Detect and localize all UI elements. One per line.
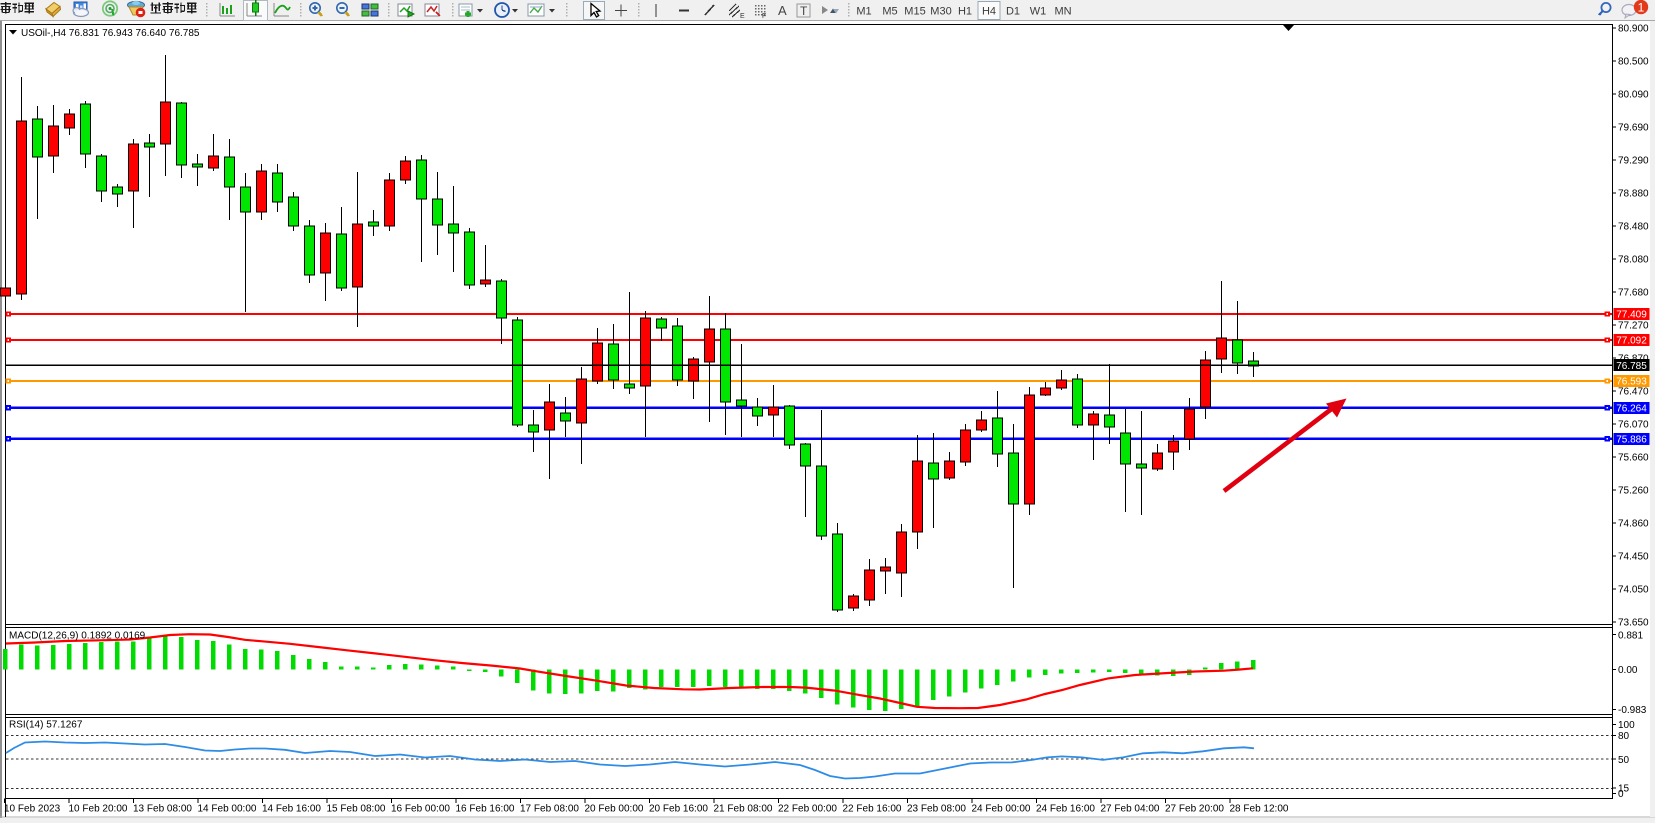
- svg-text:76.870: 76.870: [1618, 354, 1649, 365]
- svg-text:77.409: 77.409: [1616, 310, 1647, 321]
- svg-text:MACD(12,26,9) 0.1892 0.0169: MACD(12,26,9) 0.1892 0.0169: [9, 631, 146, 642]
- svg-text:16 Feb 16:00: 16 Feb 16:00: [456, 804, 515, 815]
- svg-text:80.090: 80.090: [1618, 90, 1649, 101]
- svg-text:A: A: [778, 3, 787, 18]
- svg-text:74.450: 74.450: [1618, 552, 1649, 563]
- svg-text:M30: M30: [930, 6, 951, 18]
- svg-text:10 Feb 20:00: 10 Feb 20:00: [69, 804, 128, 815]
- svg-text:76.264: 76.264: [1616, 403, 1647, 414]
- svg-text:80.500: 80.500: [1618, 57, 1649, 68]
- svg-text:79.690: 79.690: [1618, 123, 1649, 134]
- svg-text:28 Feb 12:00: 28 Feb 12:00: [1230, 804, 1289, 815]
- svg-text:0: 0: [1618, 789, 1624, 800]
- svg-text:15 Feb 08:00: 15 Feb 08:00: [327, 804, 386, 815]
- svg-text:RSI(14) 57.1267: RSI(14) 57.1267: [9, 720, 83, 731]
- svg-text:23 Feb 08:00: 23 Feb 08:00: [907, 804, 966, 815]
- svg-text:76.593: 76.593: [1616, 377, 1647, 388]
- svg-text:H4: H4: [982, 6, 996, 18]
- svg-text:24 Feb 16:00: 24 Feb 16:00: [1036, 804, 1095, 815]
- svg-text:74.050: 74.050: [1618, 585, 1649, 596]
- svg-text:D1: D1: [1006, 6, 1020, 18]
- svg-text:50: 50: [1618, 755, 1630, 766]
- svg-text:T: T: [800, 4, 808, 18]
- svg-text:0.00: 0.00: [1618, 665, 1638, 676]
- svg-text:14 Feb 16:00: 14 Feb 16:00: [262, 804, 321, 815]
- svg-text:80.900: 80.900: [1618, 24, 1649, 35]
- svg-text:78.880: 78.880: [1618, 189, 1649, 200]
- svg-text:10 Feb 2023: 10 Feb 2023: [4, 804, 61, 815]
- svg-text:MN: MN: [1054, 6, 1071, 18]
- svg-text:74.860: 74.860: [1618, 519, 1649, 530]
- svg-text:22 Feb 16:00: 22 Feb 16:00: [843, 804, 902, 815]
- svg-text:15: 15: [1618, 784, 1630, 795]
- svg-text:16 Feb 00:00: 16 Feb 00:00: [391, 804, 450, 815]
- svg-text:27 Feb 20:00: 27 Feb 20:00: [1165, 804, 1224, 815]
- svg-text:W1: W1: [1030, 6, 1047, 18]
- svg-text:76.470: 76.470: [1618, 387, 1649, 398]
- svg-text:0.881: 0.881: [1618, 630, 1643, 641]
- svg-text:77.680: 77.680: [1618, 288, 1649, 299]
- svg-text:22 Feb 00:00: 22 Feb 00:00: [778, 804, 837, 815]
- svg-text:-0.983: -0.983: [1618, 705, 1647, 716]
- svg-text:20 Feb 00:00: 20 Feb 00:00: [585, 804, 644, 815]
- svg-text:H1: H1: [958, 6, 972, 18]
- svg-text:13 Feb 08:00: 13 Feb 08:00: [133, 804, 192, 815]
- svg-text:76.070: 76.070: [1618, 420, 1649, 431]
- svg-text:27 Feb 04:00: 27 Feb 04:00: [1101, 804, 1160, 815]
- svg-text:M5: M5: [882, 6, 897, 18]
- svg-text:F: F: [762, 13, 766, 20]
- svg-text:21 Feb 08:00: 21 Feb 08:00: [714, 804, 773, 815]
- svg-text:20 Feb 16:00: 20 Feb 16:00: [649, 804, 708, 815]
- svg-text:1: 1: [1638, 1, 1645, 15]
- svg-text:E: E: [740, 13, 745, 20]
- svg-text:USOil-,H4 76.831 76.943 76.64: USOil-,H4 76.831 76.943 76.640 76.785: [21, 28, 200, 39]
- svg-text:75.260: 75.260: [1618, 486, 1649, 497]
- svg-text:79.290: 79.290: [1618, 156, 1649, 167]
- svg-text:17 Feb 08:00: 17 Feb 08:00: [520, 804, 579, 815]
- svg-text:73.650: 73.650: [1618, 618, 1649, 629]
- svg-text:75.660: 75.660: [1618, 453, 1649, 464]
- svg-text:78.080: 78.080: [1618, 255, 1649, 266]
- svg-text:80: 80: [1618, 731, 1630, 742]
- svg-text:24 Feb 00:00: 24 Feb 00:00: [972, 804, 1031, 815]
- svg-text:77.092: 77.092: [1616, 336, 1647, 347]
- svg-text:M1: M1: [856, 6, 871, 18]
- svg-text:77.270: 77.270: [1618, 321, 1649, 332]
- svg-text:14 Feb 00:00: 14 Feb 00:00: [198, 804, 257, 815]
- svg-text:100: 100: [1618, 720, 1635, 731]
- svg-text:M15: M15: [904, 6, 925, 18]
- svg-text:75.886: 75.886: [1616, 434, 1647, 445]
- svg-text:76.785: 76.785: [1616, 361, 1647, 372]
- svg-text:78.480: 78.480: [1618, 222, 1649, 233]
